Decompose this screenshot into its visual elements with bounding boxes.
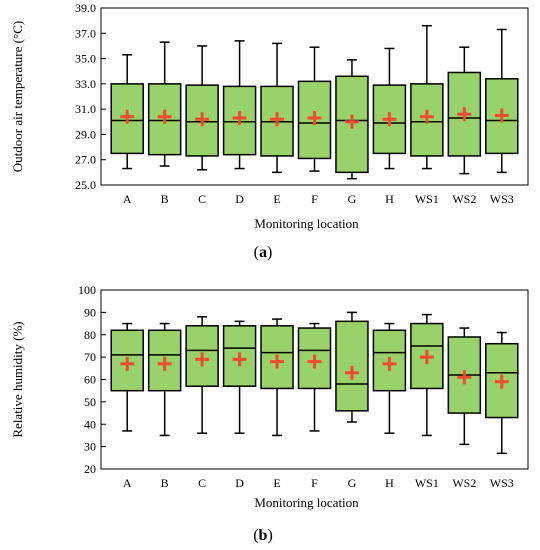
box-F xyxy=(297,46,332,172)
box-plot-panel-b: 20 30 40 50 60 70 80 90 100 A B C D E F G H WS1 WS2 WS3 Moni… xyxy=(10,283,529,544)
panel-label-open-paren: ( xyxy=(253,527,258,544)
x-axis-label: Monitoring location xyxy=(254,216,359,231)
y-tick-label: 37.0 xyxy=(75,26,96,40)
panel-label-close-paren: ) xyxy=(267,527,272,544)
x-tick-label: B xyxy=(161,476,169,490)
box-H xyxy=(372,322,407,434)
y-tick-label: 50 xyxy=(84,395,96,409)
x-tick-label: F xyxy=(311,476,318,490)
box-H xyxy=(372,47,407,170)
box-A xyxy=(110,54,144,170)
panel-label-close-paren: ) xyxy=(267,244,272,261)
x-tick-label: A xyxy=(123,192,132,206)
x-tick-label: G xyxy=(348,476,357,490)
panel-label: (b) xyxy=(253,527,273,544)
box-D xyxy=(222,40,257,170)
x-tick-label: E xyxy=(273,476,280,490)
box-G xyxy=(335,59,369,180)
iqr-box xyxy=(222,85,257,156)
x-tick-label: A xyxy=(123,476,132,490)
y-tick-label: 60 xyxy=(84,373,96,387)
x-tick-label: E xyxy=(273,192,280,206)
panel-label-open-paren: ( xyxy=(254,244,259,261)
box-G xyxy=(335,311,369,423)
y-tick-label: 29.0 xyxy=(75,127,96,141)
box-WS1 xyxy=(410,24,444,170)
y-axis-label: Relative humidity (%) xyxy=(10,321,25,437)
box-F xyxy=(297,322,332,432)
y-tick-label: 27.0 xyxy=(75,153,96,167)
box-E xyxy=(260,42,294,174)
x-tick-label: D xyxy=(235,192,244,206)
box-A xyxy=(110,322,144,432)
box-B xyxy=(147,322,182,437)
box-WS2 xyxy=(447,327,482,446)
box-B xyxy=(147,41,182,167)
x-axis-label: Monitoring location xyxy=(254,495,359,510)
x-tick-label: H xyxy=(385,476,394,490)
y-tick-label: 90 xyxy=(84,305,96,319)
panel-label-letter: a xyxy=(259,244,267,261)
x-tick-label: WS2 xyxy=(452,192,476,206)
y-tick-label: 30 xyxy=(84,440,96,454)
y-tick-label: 70 xyxy=(84,350,96,364)
y-tick-label: 100 xyxy=(78,283,96,297)
x-tick-label: G xyxy=(348,192,357,206)
plot-frame xyxy=(100,7,529,186)
x-tick-label: H xyxy=(385,192,394,206)
box-WS3 xyxy=(485,331,519,455)
iqr-box xyxy=(110,329,144,392)
y-tick-label: 25.0 xyxy=(75,178,96,192)
x-tick-label: WS3 xyxy=(490,192,514,206)
box-D xyxy=(222,320,257,434)
y-axis-label: Outdoor air temperature (°C) xyxy=(10,21,25,172)
iqr-box xyxy=(485,342,519,419)
box-C xyxy=(185,316,219,434)
x-tick-label: WS3 xyxy=(490,476,514,490)
x-tick-label: D xyxy=(235,476,244,490)
y-tick-label: 20 xyxy=(84,462,96,476)
y-tick-label: 39.0 xyxy=(75,1,96,15)
y-tick-label: 31.0 xyxy=(75,102,96,116)
y-tick-label: 40 xyxy=(84,417,96,431)
y-tick-label: 35.0 xyxy=(75,52,96,66)
box-C xyxy=(185,45,219,171)
y-tick-label: 33.0 xyxy=(75,77,96,91)
x-tick-label: WS2 xyxy=(452,476,476,490)
box-plot-panel-a: 25.0 27.0 29.0 31.0 33.0 35.0 37.0 39.0 A B C D E F G H… xyxy=(10,1,529,261)
box-E xyxy=(260,318,294,437)
x-tick-label: C xyxy=(198,192,206,206)
x-tick-label: B xyxy=(161,192,169,206)
box-WS1 xyxy=(410,313,444,437)
y-tick-label: 80 xyxy=(84,328,96,342)
x-tick-label: WS1 xyxy=(415,476,439,490)
panel-label-letter: b xyxy=(259,527,268,544)
iqr-box xyxy=(410,83,444,157)
x-tick-label: WS1 xyxy=(415,192,439,206)
box-WS3 xyxy=(485,28,519,174)
box-WS2 xyxy=(447,46,482,175)
x-tick-label: F xyxy=(311,192,318,206)
panel-label: (a) xyxy=(254,244,273,261)
x-tick-label: C xyxy=(198,476,206,490)
